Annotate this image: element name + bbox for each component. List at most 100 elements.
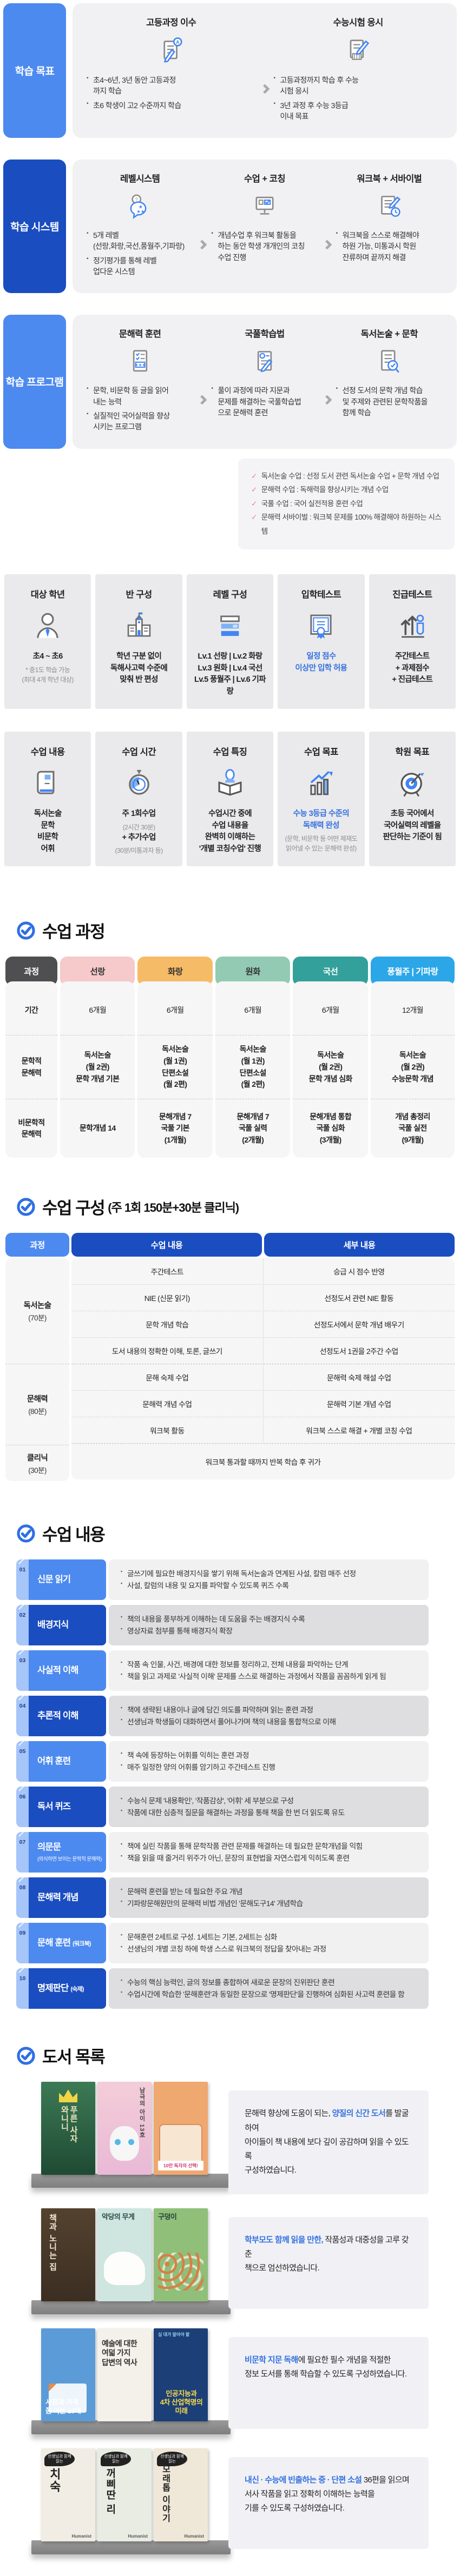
item-label: 명제판단 (숙제) — [37, 1983, 84, 1993]
speech-stars-icon: ? ★ ★★ — [87, 192, 193, 221]
note-item: ✓ 문해력 수업 : 독해력을 향상시키는 개념 수업 — [251, 483, 442, 497]
worksheet-clock-icon — [336, 192, 443, 221]
comp-clinic-row: 워크북 통과할 때까지 반복 학습 후 귀가 — [205, 1458, 321, 1467]
goal-col-suneung: 수능시험 응시 고등과정까지 학습 후 수능 시험 응시 3년 과정 후 수능 … — [274, 15, 443, 125]
item-bullet: 수능의 핵심 능력인, 글의 정보를 종합하여 새로운 문장의 진위판단 훈련 — [121, 1977, 417, 1988]
bookshelf — [31, 2420, 231, 2434]
document-check-magnifier-icon — [336, 347, 443, 376]
series-label: 선생님과 함께 읽는 — [101, 2451, 131, 2467]
course-col-wonhwa: 원화 6개월 독서논술 (월 1권) 단편소설 (월 2편) 문해개념 7 국풀… — [215, 957, 291, 1158]
contents-items: 01 신문 읽기 글쓰기에 필요한 배경지식을 쌓기 위해 독서논술과 연계된 … — [16, 1559, 429, 2009]
content-item-04: 04 추론적 이해 책에 생략된 내용이나 글에 담긴 의도를 파악하며 읽는 … — [16, 1696, 429, 1737]
svg-text:?: ? — [135, 197, 137, 202]
content-item-02: 02 배경지식 책의 내용을 풍부하게 이해하는 데 도움을 주는 배경지식 수… — [16, 1605, 429, 1646]
book-cover: 선생님과 함께 읽는 꺼삐딴 리 Humanist — [97, 2448, 152, 2541]
building-illustration — [159, 2124, 202, 2162]
item-bullet: 영상자료 첨부를 통해 배경지식 확장 — [121, 1625, 417, 1637]
item-bullet: 책의 내용을 풍부하게 이해하는 데 도움을 주는 배경지식 수록 — [121, 1614, 417, 1625]
item-bullet: 책을 읽을 때 줄거리 위주가 아닌, 문장의 표현법을 자연스럽게 익히도록 … — [121, 1853, 417, 1864]
system-bullet: 5개 레벨 (선랑,화랑,국선,풍월주,기파랑) — [87, 230, 193, 252]
program-bullet: 문학, 비문학 등 글을 읽어 내는 능력 — [87, 385, 193, 407]
comp-row: 주간테스트 승급 시 점수 반영 — [71, 1258, 455, 1285]
content-item-05: 05 어휘 훈련 책 속에 등장하는 어휘를 익히는 훈련 과정 매주 일정한 … — [16, 1741, 429, 1782]
content-item-07: 07 의문문 (의식하면 보이는 문학적 문해력) 책에 실린 작품을 통해 문… — [16, 1832, 429, 1873]
goal-bullet: 초4~6년, 3년 동안 고등과정 까지 학습 — [87, 75, 256, 97]
course-col-gukseon: 국선 6개월 독서논술 (월 2권) 문학 개념 심화 문해개념 통합 국풀 심… — [293, 957, 368, 1158]
content-item-01: 01 신문 읽기 글쓰기에 필요한 배경지식을 쌓기 위해 독서논술과 연계된 … — [16, 1559, 429, 1601]
learning-system-tab: 학습 시스템 — [3, 160, 66, 294]
content-item-08: 08 문해력 개념 문해력 훈련을 받는 데 필요한 주요 개념 기파랑문해원만… — [16, 1877, 429, 1918]
book-cover: 책과 노니는 집 — [41, 2208, 95, 2301]
learning-goal-tab: 학습 목표 — [3, 3, 66, 138]
system-col-survival: 워크북 + 서바이벌 워크북을 스스로 해결해야 하원 가능, 미통과시 학원 … — [336, 171, 443, 266]
item-number: 07 — [16, 1832, 29, 1873]
system-col-level: 레벨시스템 ?★★★ 5개 레벨 (선랑,화랑,국선,풍월주,기파랑) 정기평가… — [87, 171, 193, 280]
item-number: 03 — [16, 1650, 29, 1691]
comp-group-reading: 독서논술 (70분) — [5, 1258, 69, 1365]
chevron-right-icon — [259, 84, 270, 94]
book-cover: 선생님과 함께 읽는 모래톱 이야기 Humanist — [154, 2448, 208, 2541]
content-item-09: 09 문해 훈련 (워크북) 문해훈련 2세트로 구성. 1세트는 기본, 2세… — [16, 1923, 429, 1964]
book-row-nonfiction: 시장과 가격 쫌 아는 10대 예술에 대한 여덟 가지 답변의 역사 십 대가… — [11, 2328, 429, 2434]
certificate-icon — [282, 609, 360, 643]
series-label: 선생님과 함께 읽는 — [44, 2451, 75, 2467]
course-col-hwarang: 화랑 6개월 독서논술 (월 1권) 단편소설 (월 2편) 문해개념 7 국풀… — [137, 957, 213, 1158]
item-number: 09 — [16, 1923, 29, 1964]
item-bullet: 문해력 훈련을 받는 데 필요한 주요 개념 — [121, 1886, 417, 1897]
publisher-label: Humanist — [184, 2533, 204, 2539]
level-bars-icon — [191, 609, 269, 643]
polar-bear-illustration — [104, 2251, 145, 2285]
crowd-illustration — [158, 2252, 203, 2290]
book-cover: 선생님과 함께 읽는 치숙 Humanist — [41, 2448, 95, 2541]
publisher-label: Humanist — [71, 2533, 91, 2539]
student-icon — [9, 609, 87, 643]
program-bullet: 실질적인 국어실력을 향상 시키는 프로그램 — [87, 410, 193, 433]
book-row-short-stories: 선생님과 함께 읽는 치숙 Humanist 선생님과 함께 읽는 꺼삐딴 리 … — [11, 2448, 429, 2554]
comp-header-detail: 세부 내용 — [264, 1233, 455, 1257]
item-bullet: 책에 실린 작품을 통해 문학작품 관련 문제를 해결하는 데 필요한 문학개념… — [121, 1841, 417, 1852]
item-label: 의문문 — [37, 1842, 61, 1853]
check-icon: ✓ — [251, 499, 257, 508]
course-table: 과정 기간 문학적 문해력 비문학적 문해력 선랑 6개월 독서논술 (월 2권… — [5, 957, 455, 1158]
composition-section-subtitle: (주 1회 150분+30분 클리닉) — [108, 1200, 239, 1214]
note-item: ✓ 문해력 서바이벌 : 워크북 문제를 100% 해결해야 하원하는 시스템 — [251, 510, 442, 538]
book-row-description: 비문학 지문 독해에 필요한 필수 개념을 적절한 정보 도서를 통해 학습할 … — [228, 2336, 429, 2429]
check-icon: ✓ — [251, 513, 257, 522]
school-icon — [100, 609, 178, 643]
goal-bullet: 3년 과정 후 수능 3등급 이내 목표 — [274, 100, 443, 122]
svg-text:A: A — [176, 39, 180, 45]
book-cover: 시장과 가격 쫌 아는 10대 — [41, 2328, 95, 2421]
card-class-goal: 수업 목표 수능 3등급 수준의 독해력 완성 (문학, 비문학 등 어떤 제재… — [278, 731, 365, 867]
info-cards-row2: 수업 내용 독서논술 문학 비문학 어휘 수업 시간 주 1회수업 (2시간 3… — [4, 731, 456, 867]
document-pencil-icon: A — [87, 36, 256, 66]
item-label: 신문 읽기 — [37, 1574, 71, 1584]
item-label: 사실적 이해 — [37, 1665, 78, 1675]
book-cover: 십 대가 알아야 할 인공지능과 4차 산업혁명의 미래 — [154, 2328, 208, 2421]
comp-header-content: 수업 내용 — [71, 1233, 262, 1257]
exam-pen-icon — [274, 36, 443, 66]
item-bullet: 선생님과 학생들이 대화하면서 풀어나가며 책의 내용을 통합적으로 이해 — [121, 1716, 417, 1728]
item-bullet: 기파랑문해원만의 문해력 비법 개념인 '문해도구14' 개념학습 — [121, 1898, 417, 1909]
card-target-grade: 대상 학년 초4 ~ 초6 * 중1도 학습 가능 (최대 4개 학년 대상) — [4, 574, 91, 709]
monitor-check-icon — [211, 192, 318, 221]
book-badge: 10만 독자의 선택! — [158, 2161, 203, 2171]
composition-table: 과정 독서논술 (70분) 문해력 (80분) 클리닉 (30분) 수업 내용 세부 … — [5, 1233, 455, 1482]
svg-text:★★: ★★ — [136, 209, 144, 214]
level-up-icon — [373, 609, 451, 643]
reading-person-icon — [191, 766, 269, 801]
item-bullet: 작품 속 인물, 사건, 배경에 대한 정보를 정리하고, 전체 내용을 파악하… — [121, 1659, 417, 1670]
item-number: 08 — [16, 1877, 29, 1918]
growth-chart-icon — [282, 766, 360, 801]
comp-row: 문해 숙제 수업 문해력 숙제 해설 수업 — [71, 1364, 455, 1391]
book-row-description: 문해력 향상에 도움이 되는, 양질의 신간 도서를 발굴하여 아이들이 책 내… — [228, 2090, 429, 2194]
comp-row: 워크북 활동 워크북 스스로 해결 + 개별 코칭 수업 — [71, 1417, 455, 1444]
learning-program-tab: 학습 프로그램 — [3, 315, 66, 449]
card-academy-goal: 학원 목표 초등 국어에서 국어실력의 레벨을 판단하는 기준이 됨 — [369, 731, 456, 867]
item-bullet: 작품에 대한 심층적 질문을 해결하는 과정을 통해 책을 한 번 더 읽도록 … — [121, 1807, 417, 1818]
check-icon: ✓ — [251, 486, 257, 494]
item-bullet: 수업시간에 학습한 '문해훈련'과 동일한 문장으로 '명제판단'을 진행하여 … — [121, 1989, 417, 2000]
chevron-right-icon — [321, 240, 332, 250]
learning-system-section: 학습 시스템 레벨시스템 ?★★★ 5개 레벨 (선랑,화랑,국선,풍월주,기파… — [3, 160, 457, 294]
comp-row: 문학 개념 학습 선정도서에서 문학 개념 배우기 — [71, 1311, 455, 1338]
stopwatch-icon — [100, 766, 178, 801]
